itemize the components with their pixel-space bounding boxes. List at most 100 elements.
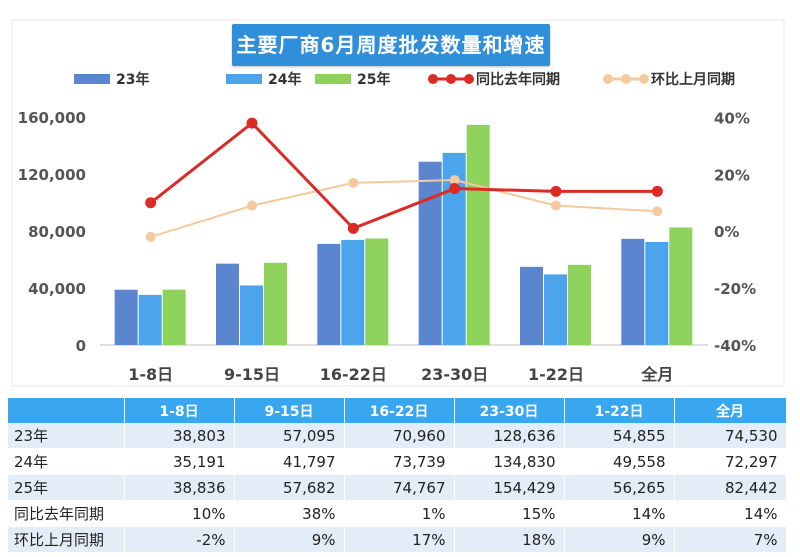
bar-1-5 [645,241,669,345]
table-cell: 73,739 [344,448,455,475]
legend-marker [639,74,649,84]
table-header-cell [8,398,125,423]
y-right-tick-label: 20% [714,166,750,184]
bar-1-3 [442,152,466,345]
table-cell: 134,830 [454,448,565,475]
table-header-cell: 1-22日 [564,398,675,423]
table-cell: -2% [124,526,235,553]
mom-line [150,179,658,238]
bar-1-0 [138,294,162,345]
table-cell: 17% [344,526,455,553]
row-label: 25年 [8,474,125,501]
bar-0-1 [216,263,239,345]
legend-label-2: 25年 [357,71,390,88]
table-cell: 128,636 [454,423,565,449]
table-row: 25年 38,836 57,682 74,767 154,429 56,265 … [8,474,787,501]
table-row: 同比去年同期 10% 38% 1% 15% 14% 14% [8,500,787,527]
table-cell: 74,767 [344,474,455,501]
table-header-row: 1-8日 9-15日 16-22日 23-30日 1-22日 全月 [8,398,787,423]
bar-1-1 [240,285,263,345]
chart-frame [11,19,785,387]
table-cell: 10% [124,500,235,527]
table-header-cell: 9-15日 [234,398,345,423]
table-cell: 41,797 [234,448,345,475]
row-label: 同比去年同期 [8,500,125,527]
x-tick-label: 1-22日 [528,365,584,384]
chart-area: 主要厂商6月周度批发数量和增速 0 40,000 80,000 120,000 160,… [11,19,785,387]
table-cell: 9% [564,526,675,553]
table-row: 23年 38,803 57,095 70,960 128,636 54,855 … [8,423,787,449]
y-right-tick-label: 40% [714,109,750,127]
legend-swatch-0 [74,74,110,84]
table-cell: 38,836 [124,474,235,501]
table-header-cell: 23-30日 [454,398,565,423]
bar-0-3 [418,161,442,345]
bar-2-5 [669,227,693,345]
row-label: 24年 [8,448,125,475]
yoy-point-2 [347,222,359,234]
table-cell: 38% [234,500,345,527]
yoy-line [149,121,658,230]
x-tick-label: 23-30日 [421,365,488,384]
legend-label-3: 同比去年同期 [476,71,560,88]
legend-marker [446,74,456,84]
y-right-tick-label: -40% [714,337,756,355]
bar-1-4 [544,274,567,345]
y-left-tick-label: 40,000 [28,280,86,298]
data-table: 1-8日 9-15日 16-22日 23-30日 1-22日 全月 23年 38… [8,398,787,553]
table-cell: 15% [454,500,565,527]
bar-2-1 [264,262,287,345]
legend-swatch-1 [226,74,262,84]
yoy-point-4 [550,185,562,197]
table-row: 24年 35,191 41,797 73,739 134,830 49,558 … [8,448,787,475]
yoy-point-0 [145,197,157,209]
table-cell: 35,191 [124,448,235,475]
table-header-cell: 全月 [674,398,787,423]
mom-point-5 [652,206,663,217]
bar-2-3 [466,124,490,345]
y-right-tick-label: 0% [714,223,739,241]
table-cell: 7% [674,526,787,553]
table-header-cell: 1-8日 [124,398,235,423]
yoy-point-3 [449,183,461,195]
y-right-tick-label: -20% [714,280,756,298]
y-left-tick-label: 0 [76,337,86,355]
table-row: 环比上月同期 -2% 9% 17% 18% 9% 7% [8,526,787,553]
yoy-point-5 [651,185,663,197]
bar-0-5 [621,238,645,345]
chart-svg: 0 40,000 80,000 120,000 160,000 -40% -20% 0% 20%… [11,19,785,387]
mom-point-0 [145,231,156,242]
table-cell: 74,530 [674,423,787,449]
table-cell: 154,429 [454,474,565,501]
bar-0-4 [520,266,543,345]
table-cell: 82,442 [674,474,787,501]
row-label: 环比上月同期 [8,526,125,553]
table-cell: 72,297 [674,448,787,475]
bar-2-0 [162,289,186,345]
y-left-tick-label: 80,000 [28,223,86,241]
table-cell: 38,803 [124,423,235,449]
y-left-tick-label: 160,000 [18,109,86,127]
mom-point-1 [247,200,257,211]
table-cell: 18% [454,526,565,553]
bar-0-2 [317,243,341,345]
bar-2-2 [365,238,389,345]
table-cell: 14% [674,500,787,527]
x-tick-label: 全月 [640,365,673,384]
table-cell: 1% [344,500,455,527]
table-cell: 57,095 [234,423,345,449]
x-tick-label: 1-8日 [128,365,173,384]
x-tick-label: 9-15日 [224,365,280,384]
legend-marker [464,74,474,84]
legend-label-0: 23年 [116,71,149,88]
bar-1-2 [341,239,365,345]
yoy-point-1 [246,117,258,129]
table-cell: 54,855 [564,423,675,449]
table-cell: 57,682 [234,474,345,501]
mom-point-4 [551,200,561,211]
y-left-tick-label: 120,000 [18,166,86,184]
legend-marker [428,74,438,84]
table-header-cell: 16-22日 [344,398,455,423]
x-tick-label: 16-22日 [320,365,387,384]
table-cell: 49,558 [564,448,675,475]
